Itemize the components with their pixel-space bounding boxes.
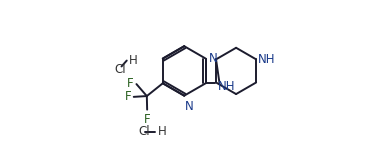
Text: Cl: Cl	[139, 125, 150, 138]
Text: Cl: Cl	[115, 63, 126, 76]
Text: F: F	[125, 90, 131, 103]
Text: F: F	[144, 113, 150, 126]
Text: H: H	[129, 54, 138, 67]
Text: NH: NH	[258, 52, 276, 66]
Text: F: F	[127, 77, 133, 90]
Text: NH: NH	[218, 80, 235, 93]
Text: N: N	[185, 100, 194, 113]
Text: N: N	[209, 52, 217, 65]
Text: H: H	[158, 125, 166, 138]
